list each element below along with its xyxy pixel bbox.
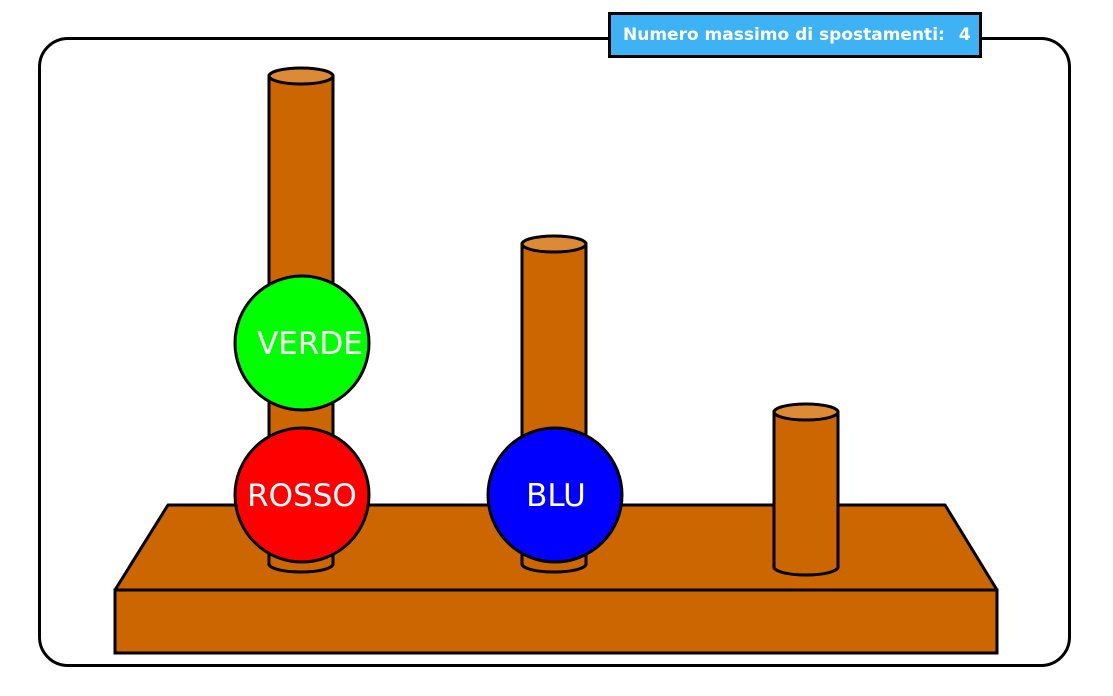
peg-3[interactable] <box>772 402 840 577</box>
ball-verde-label: VERDE <box>257 326 363 362</box>
ball-rosso-label: ROSSO <box>247 478 357 514</box>
ball-blu[interactable]: BLU <box>486 426 624 564</box>
ball-verde-shape[interactable] <box>233 274 371 412</box>
ball-rosso-shape[interactable] <box>233 426 371 564</box>
ball-blu-label: BLU <box>526 478 586 514</box>
max-moves-counter: Numero massimo di spostamenti: 4 <box>608 12 982 58</box>
ball-rosso[interactable]: ROSSO <box>233 426 371 564</box>
board-base-front <box>113 588 999 655</box>
max-moves-value: 4 <box>958 25 971 45</box>
ball-verde[interactable]: VERDE <box>233 274 371 412</box>
max-moves-label: Numero massimo di spostamenti: <box>623 25 945 45</box>
ball-blu-shape[interactable] <box>486 426 624 564</box>
